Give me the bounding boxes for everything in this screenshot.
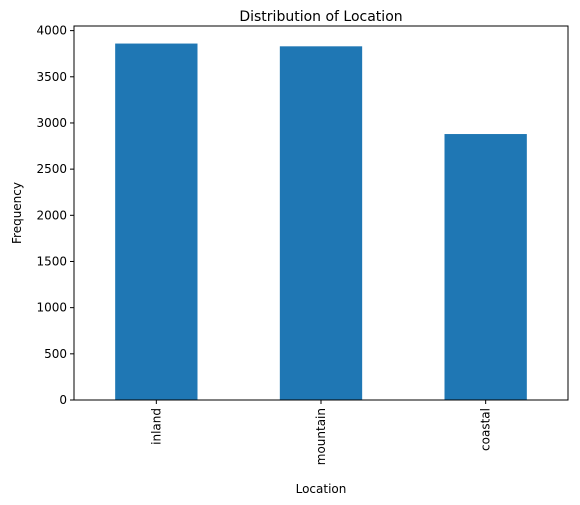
y-tick-label: 500 [44, 347, 67, 361]
plot-frame [73, 25, 569, 401]
y-tick-label: 0 [59, 393, 67, 407]
y-tick-label: 3000 [36, 116, 67, 130]
x-axis-label: Location [296, 482, 347, 496]
y-tick-label: 1500 [36, 254, 67, 268]
y-axis-label: Frequency [10, 182, 24, 244]
y-tick-label: 2500 [36, 162, 67, 176]
bar-coastal [444, 134, 527, 401]
bars-group [115, 43, 527, 401]
bar-mountain [279, 46, 363, 400]
bar-inland [115, 43, 198, 401]
x-tick-label-coastal: coastal [479, 408, 493, 451]
chart-title: Distribution of Location [239, 9, 402, 25]
x-tick-label-inland: inland [149, 408, 163, 445]
x-tick-label-mountain: mountain [314, 408, 328, 465]
y-tick-label: 2000 [36, 208, 67, 222]
y-axis: 0 500 1000 1500 2000 2500 3000 3500 4000 [36, 24, 74, 407]
y-tick-label: 1000 [36, 301, 67, 315]
y-tick-label: 3500 [36, 70, 67, 84]
y-tick-label: 4000 [36, 24, 67, 38]
x-axis: inland mountain coastal [149, 400, 493, 465]
